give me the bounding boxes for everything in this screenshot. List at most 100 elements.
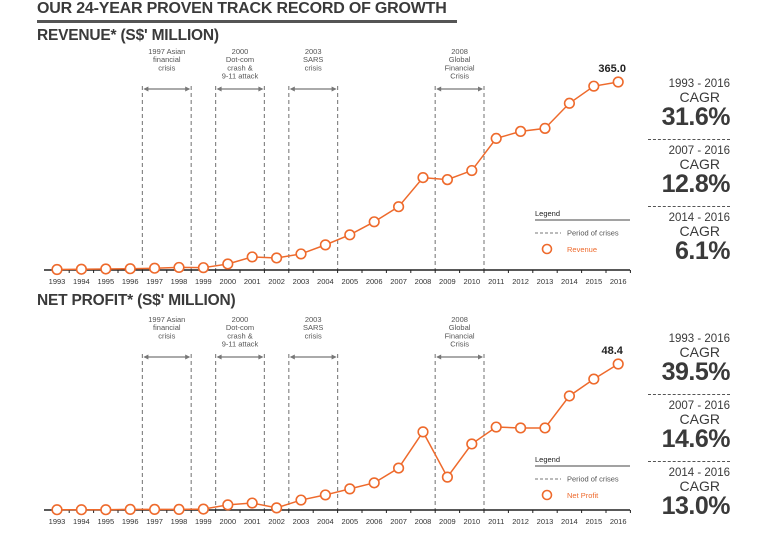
cagr-block: 1993 - 2016 CAGR 31.6%: [648, 78, 731, 133]
data-point: [588, 373, 600, 385]
x-tick-label: 1997: [146, 277, 163, 286]
arrow-head-left: [289, 86, 295, 92]
data-point: [539, 122, 551, 134]
data-point: [514, 422, 527, 434]
legend-series-label: Revenue: [567, 245, 597, 254]
x-tick-label: 1994: [73, 517, 90, 526]
data-point: [197, 503, 209, 515]
crisis-label: crisis: [158, 63, 175, 72]
data-point: [173, 503, 185, 515]
legend-title: Legend: [535, 209, 560, 218]
x-tick-label: 2003: [293, 277, 310, 286]
cagr-divider: [648, 461, 730, 462]
x-tick-label: 2014: [561, 517, 578, 526]
legend-crisis-label: Period of crises: [567, 475, 619, 484]
cagr-period: 2007 - 2016: [668, 145, 730, 157]
data-point: [173, 261, 185, 274]
data-point: [441, 471, 454, 483]
cagr-value: 31.6%: [661, 103, 731, 131]
data-point: [124, 263, 136, 275]
arrow-head-right: [478, 86, 483, 92]
data-point: [368, 477, 380, 489]
data-point: [246, 251, 258, 263]
data-point: [563, 390, 576, 402]
end-value-label: 48.4: [601, 345, 623, 357]
cagr-label: CAGR: [679, 89, 720, 105]
crisis-label: 1997 Asian: [148, 315, 185, 324]
data-point: [368, 216, 380, 228]
x-tick-label: 2003: [293, 517, 310, 526]
x-tick-label: 2009: [439, 517, 456, 526]
x-tick-label: 2006: [366, 517, 383, 526]
data-point: [75, 263, 87, 275]
cagr-label: CAGR: [679, 478, 720, 494]
net-profit-cagr-panel: 1993 - 2016 CAGR 39.5% 2007 - 2016 CAGR …: [648, 333, 731, 522]
data-point: [466, 164, 478, 177]
data-point: [51, 263, 63, 276]
arrow-head-left: [436, 354, 442, 360]
cagr-label: CAGR: [679, 223, 720, 239]
x-tick-label: 2016: [610, 277, 627, 286]
crisis-label: Global: [449, 323, 471, 332]
arrow-head-right: [331, 354, 337, 360]
crisis-label: 2000: [232, 315, 249, 324]
crisis-label: crisis: [158, 331, 175, 340]
revenue-chart: 1997 Asianfinancialcrisis2000Dot-comcras…: [44, 47, 631, 286]
crisis-label: 9-11 attack: [222, 72, 259, 81]
x-tick-label: 1999: [195, 517, 212, 526]
end-value-label: 365.0: [598, 63, 626, 75]
crisis-label: 2003: [305, 315, 322, 324]
cagr-value: 13.0%: [661, 492, 731, 520]
arrow-head-left: [143, 354, 149, 360]
legend-crisis-label: Period of crises: [567, 229, 619, 238]
x-tick-label: 2014: [561, 277, 578, 286]
data-point: [271, 252, 283, 264]
x-tick-label: 2002: [268, 277, 285, 286]
x-tick-label: 2006: [366, 277, 383, 286]
x-tick-label: 2016: [610, 517, 627, 526]
x-tick-label: 2013: [537, 277, 554, 286]
x-tick-label: 2008: [415, 517, 432, 526]
cagr-divider: [648, 139, 730, 140]
x-tick-label: 2005: [341, 277, 358, 286]
crisis-label: crisis: [305, 331, 322, 340]
cagr-block: 2007 - 2016 CAGR 14.6%: [648, 400, 731, 455]
crisis-label: SARS: [303, 55, 323, 64]
cagr-divider: [648, 206, 730, 207]
arrow-head-left: [143, 86, 149, 92]
crisis-label: Global: [449, 55, 471, 64]
legend-series-label: Net Profit: [567, 491, 599, 500]
data-point: [246, 497, 258, 509]
x-tick-label: 2008: [415, 277, 432, 286]
cagr-value: 39.5%: [661, 358, 731, 386]
crisis-label: Crisis: [450, 340, 469, 349]
x-tick-label: 2001: [244, 517, 261, 526]
crisis-label: crash &: [227, 63, 252, 72]
cagr-block: 1993 - 2016 CAGR 39.5%: [648, 333, 731, 388]
cagr-period: 2007 - 2016: [668, 400, 730, 412]
x-tick-label: 1997: [146, 517, 163, 526]
cagr-label: CAGR: [679, 411, 720, 427]
arrow-head-left: [216, 354, 222, 360]
revenue-chart-title: REVENUE* (S$' MILLION): [37, 27, 219, 44]
x-tick-label: 1996: [122, 277, 139, 286]
x-tick-label: 1998: [171, 277, 188, 286]
crisis-label: financial: [153, 323, 181, 332]
crisis-label: 2008: [451, 315, 468, 324]
data-point: [393, 201, 405, 213]
x-tick-label: 1995: [97, 277, 114, 286]
data-point: [344, 483, 356, 495]
x-tick-label: 1993: [49, 277, 66, 286]
net-profit-chart-title: NET PROFIT* (S$' MILLION): [37, 292, 236, 309]
crisis-label: 1997 Asian: [148, 47, 185, 56]
x-tick-label: 2004: [317, 517, 334, 526]
data-point: [124, 503, 136, 515]
crisis-label: Financial: [445, 63, 475, 72]
x-tick-label: 1994: [73, 277, 90, 286]
arrow-head-right: [331, 86, 337, 92]
title-divider: [37, 20, 457, 23]
crisis-label: Dot-com: [226, 323, 254, 332]
data-point: [100, 504, 112, 516]
cagr-block: 2014 - 2016 CAGR 6.1%: [648, 212, 731, 267]
x-tick-label: 2004: [317, 277, 334, 286]
